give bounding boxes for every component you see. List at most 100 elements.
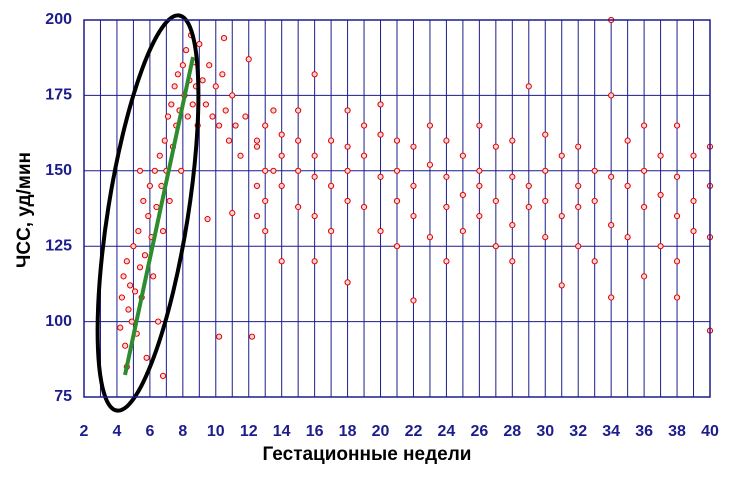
point (641, 273, 648, 280)
point (219, 71, 226, 78)
point (377, 228, 384, 235)
point (459, 228, 466, 235)
point (690, 228, 697, 235)
point (311, 152, 318, 159)
x-tick-label: 36 (635, 423, 653, 440)
point (591, 197, 598, 205)
point (159, 372, 167, 379)
x-tick-label: 20 (372, 423, 390, 440)
point (225, 137, 233, 144)
point (135, 228, 142, 235)
point (443, 203, 450, 211)
point (209, 113, 216, 120)
point (122, 342, 129, 349)
point (232, 122, 239, 129)
point (673, 258, 681, 265)
point (443, 137, 450, 144)
point (253, 212, 261, 220)
point (174, 71, 181, 78)
point (237, 152, 244, 159)
point (150, 273, 157, 280)
point (624, 182, 631, 189)
point (131, 288, 139, 295)
point (151, 167, 158, 174)
point (278, 258, 285, 265)
point (328, 228, 335, 235)
point (393, 243, 401, 250)
point (171, 83, 178, 90)
point (248, 333, 256, 340)
point (311, 71, 318, 78)
point (575, 143, 582, 150)
point (253, 143, 261, 150)
point (262, 122, 269, 129)
point (393, 137, 401, 144)
point (575, 203, 582, 211)
point (344, 279, 351, 286)
point (673, 294, 681, 301)
point (262, 167, 269, 174)
point (153, 203, 160, 211)
point (178, 167, 185, 174)
point (136, 264, 144, 271)
point (189, 101, 196, 108)
point (575, 182, 582, 189)
point (410, 297, 417, 304)
point (295, 167, 302, 174)
x-tick-label: 28 (503, 423, 521, 440)
y-tick-label: 100 (45, 313, 72, 330)
x-tick-label: 2 (80, 423, 89, 440)
point (657, 191, 664, 199)
point (624, 137, 631, 144)
point (558, 212, 565, 220)
point (229, 92, 236, 99)
point (253, 137, 261, 144)
point (183, 47, 190, 54)
point (344, 107, 351, 114)
point (212, 83, 219, 90)
point (360, 122, 368, 129)
point (278, 131, 285, 138)
x-tick-label: 34 (602, 423, 620, 440)
point (229, 209, 236, 217)
point (509, 137, 516, 144)
point (542, 131, 549, 138)
point (542, 167, 549, 174)
point (608, 294, 615, 301)
point (377, 101, 384, 108)
point (278, 182, 285, 189)
x-tick-label: 16 (306, 423, 324, 440)
point (690, 197, 697, 205)
x-tick-label: 10 (207, 423, 225, 440)
point (591, 167, 598, 174)
point (492, 243, 499, 250)
point (128, 318, 135, 325)
point (641, 122, 648, 129)
point (168, 101, 175, 108)
point (206, 62, 213, 69)
point (525, 182, 532, 189)
point (377, 173, 384, 180)
x-tick-label: 4 (112, 423, 121, 440)
x-tick-label: 30 (536, 423, 554, 440)
point (591, 258, 598, 265)
point (476, 182, 483, 189)
point (410, 212, 417, 220)
point (311, 258, 318, 265)
point (166, 197, 173, 205)
point (459, 191, 466, 199)
point (245, 56, 252, 63)
point (657, 152, 664, 159)
point (222, 107, 229, 114)
point (673, 122, 681, 129)
point (476, 167, 483, 174)
x-tick-label: 14 (273, 423, 291, 440)
point (196, 41, 203, 48)
point (575, 243, 582, 250)
x-tick-label: 26 (470, 423, 488, 440)
point (295, 203, 302, 211)
point (657, 243, 664, 250)
point (155, 318, 162, 325)
point (476, 212, 483, 220)
